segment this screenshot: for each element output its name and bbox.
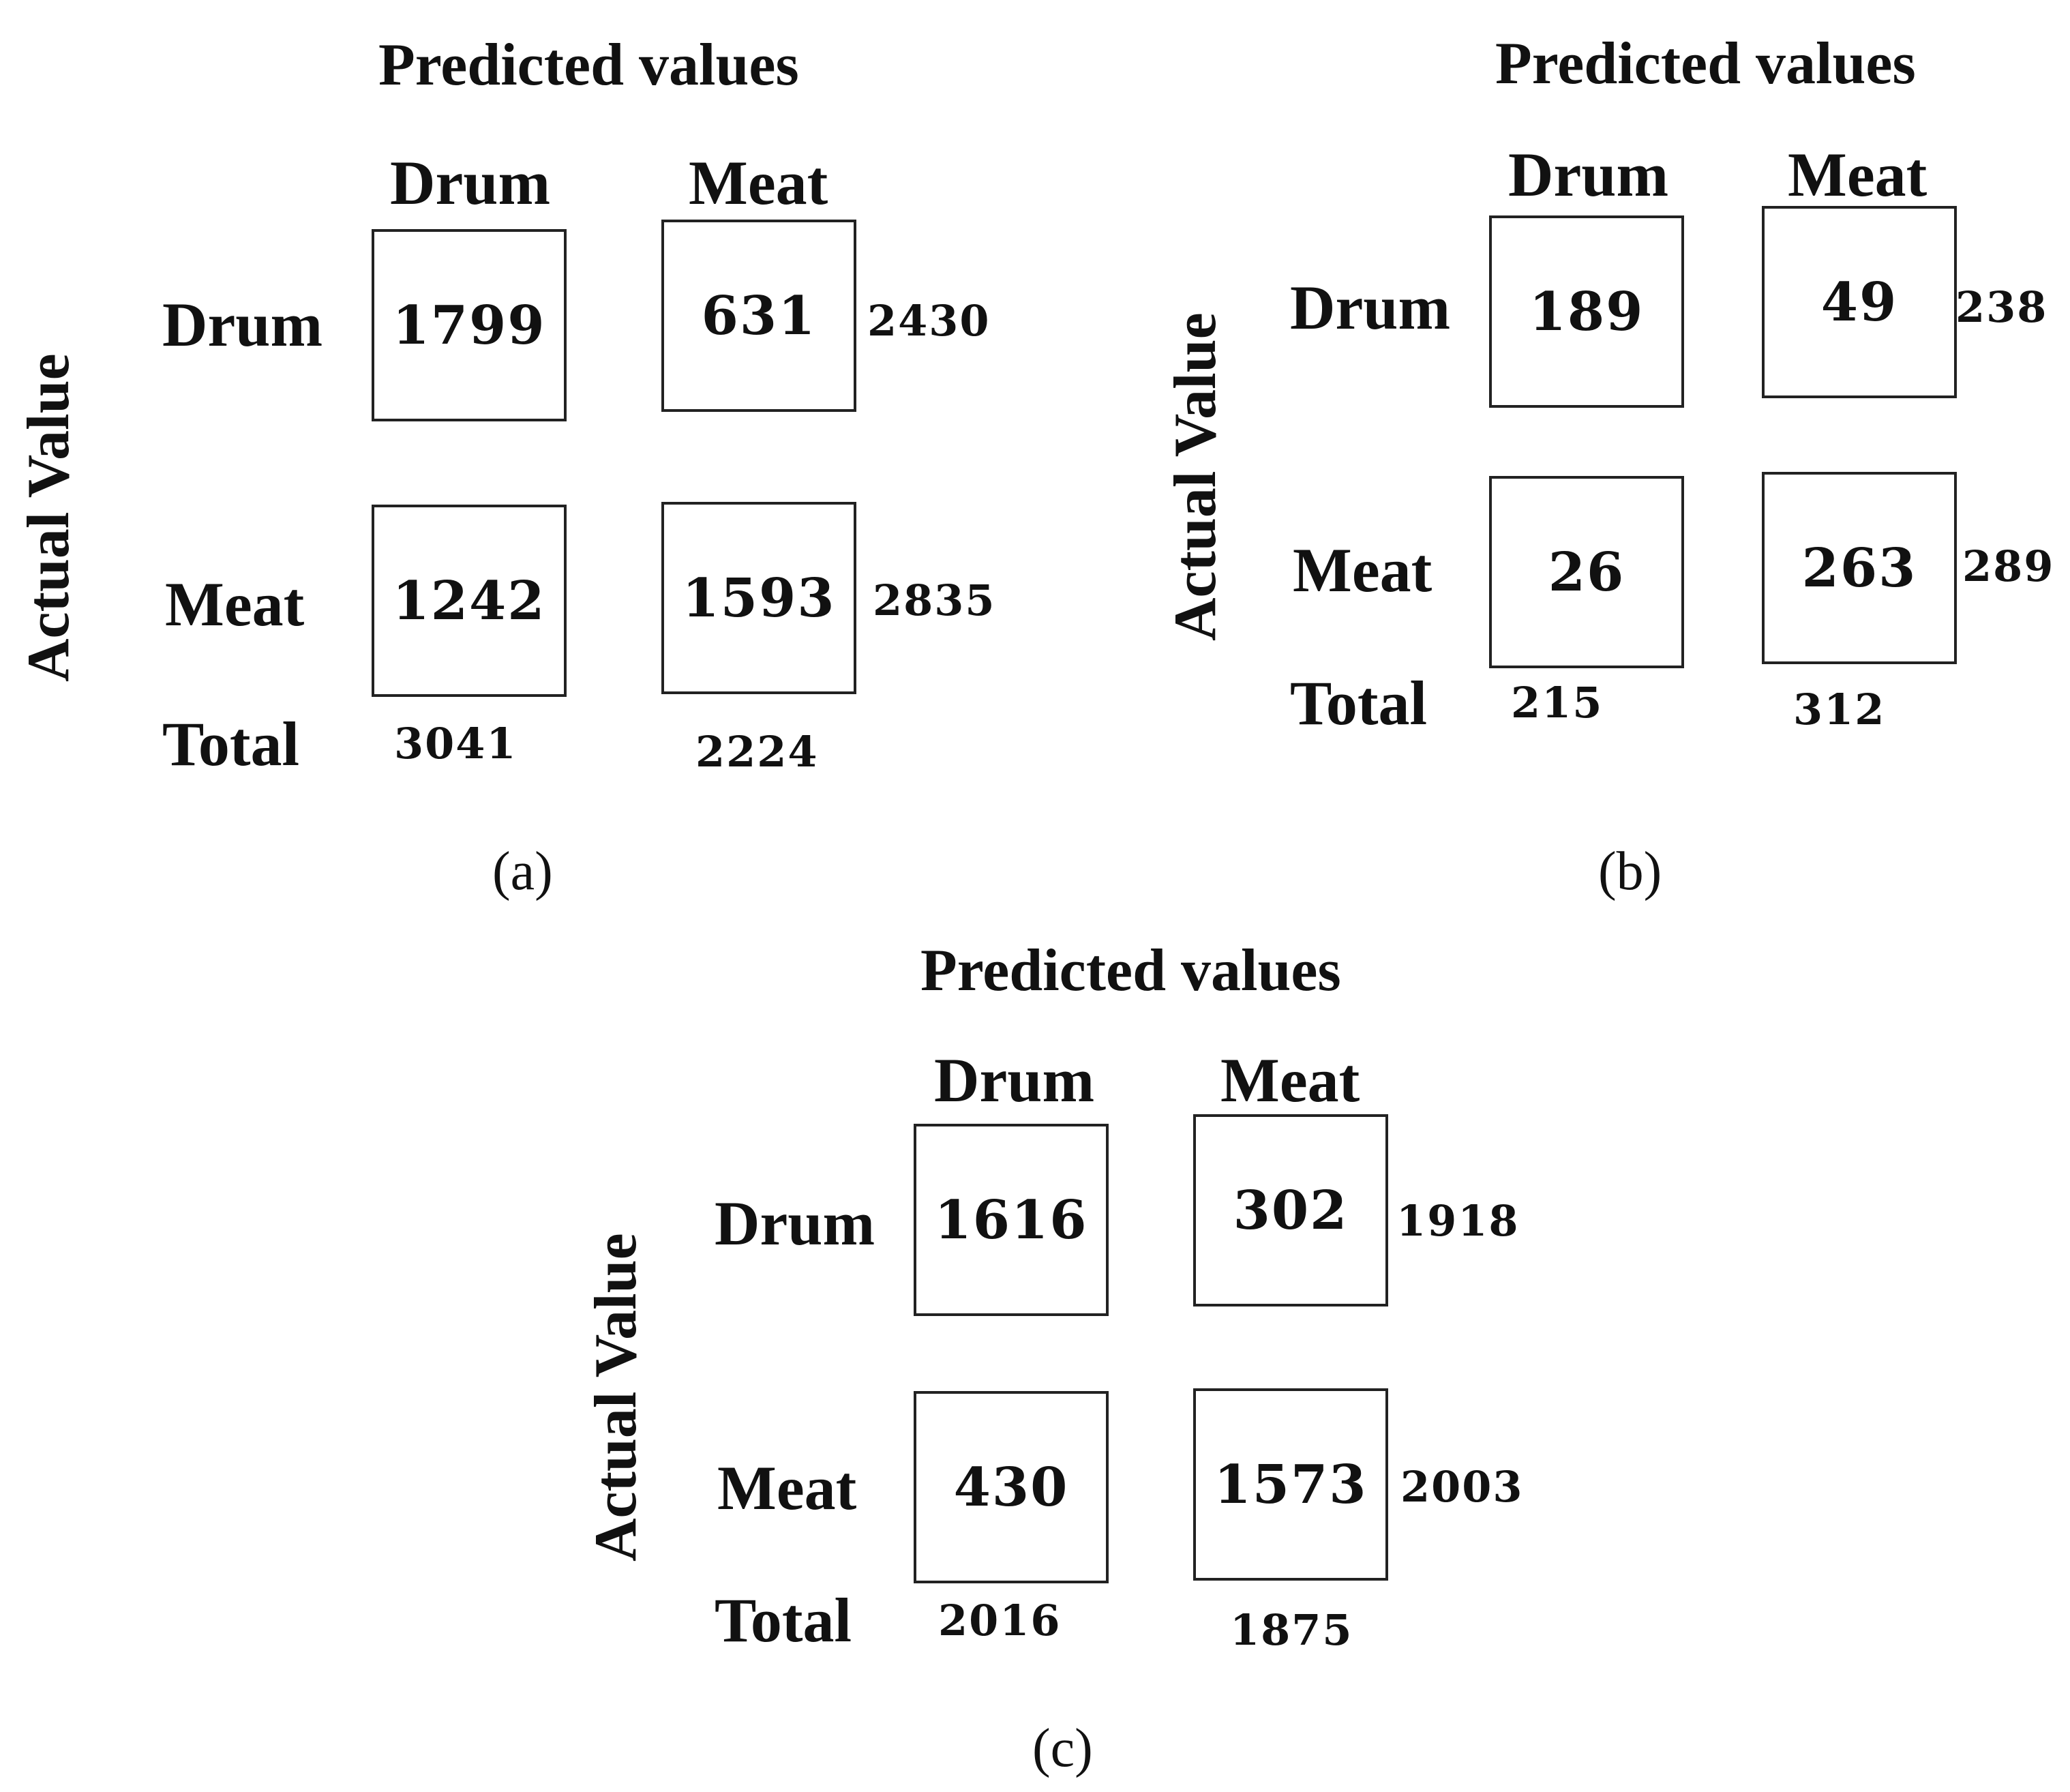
total-label: Total [162, 709, 300, 779]
col-total-drum: 3041 [394, 719, 518, 768]
col-label-drum: Drum [934, 1045, 1095, 1115]
row-label-meat: Meat [717, 1453, 857, 1523]
cell-drum-drum: 189 [1489, 215, 1684, 408]
cell-drum-meat: 49 [1762, 206, 1957, 398]
cell-meat-meat: 1593 [661, 502, 856, 694]
confusion-matrix-b: Predicted values Actual Value Drum Meat … [1132, 0, 2070, 907]
predicted-values-title: Predicted values [920, 938, 1341, 1004]
col-total-drum: 215 [1511, 678, 1604, 728]
confusion-matrix-a: Predicted values Actual Value Drum Meat … [0, 0, 1064, 907]
row-total-drum: 1918 [1396, 1196, 1520, 1246]
col-total-drum: 2016 [938, 1596, 1062, 1645]
row-total-meat: 289 [1962, 541, 2055, 591]
col-label-meat: Meat [689, 148, 828, 218]
cell-meat-meat: 263 [1762, 472, 1957, 664]
row-label-drum: Drum [162, 290, 323, 359]
total-label: Total [715, 1585, 852, 1655]
caption-a: (a) [492, 841, 553, 901]
cell-drum-meat: 631 [661, 220, 856, 412]
row-label-drum: Drum [1290, 273, 1451, 342]
cell-meat-meat: 1573 [1193, 1388, 1388, 1581]
row-label-drum: Drum [715, 1189, 875, 1258]
caption-b: (b) [1598, 841, 1662, 901]
actual-value-label: Actual Value [1162, 312, 1229, 641]
col-total-meat: 1875 [1230, 1605, 1353, 1655]
col-label-drum: Drum [390, 148, 551, 218]
row-total-drum: 238 [1955, 282, 2048, 332]
row-total-drum: 2430 [867, 296, 991, 346]
row-total-meat: 2835 [873, 576, 996, 625]
cell-meat-drum: 1242 [372, 505, 567, 697]
col-label-meat: Meat [1788, 140, 1927, 209]
cell-drum-drum: 1616 [914, 1124, 1109, 1316]
col-total-meat: 312 [1793, 685, 1886, 734]
actual-value-label: Actual Value [583, 1233, 649, 1562]
row-label-meat: Meat [165, 569, 305, 639]
predicted-values-title: Predicted values [378, 32, 799, 98]
row-total-meat: 2003 [1400, 1462, 1524, 1512]
caption-c: (c) [1032, 1718, 1093, 1778]
actual-value-label: Actual Value [16, 353, 82, 682]
predicted-values-title: Predicted values [1495, 31, 1916, 97]
col-label-meat: Meat [1220, 1045, 1360, 1115]
cell-drum-drum: 1799 [372, 229, 567, 421]
row-label-meat: Meat [1293, 535, 1432, 605]
cell-drum-meat: 302 [1193, 1114, 1388, 1306]
cell-meat-drum: 430 [914, 1391, 1109, 1583]
col-total-meat: 2224 [695, 727, 819, 777]
confusion-matrix-c: Predicted values Actual Value Drum Meat … [580, 907, 1602, 1792]
col-label-drum: Drum [1508, 140, 1669, 209]
cell-meat-drum: 26 [1489, 476, 1684, 668]
total-label: Total [1290, 668, 1428, 738]
